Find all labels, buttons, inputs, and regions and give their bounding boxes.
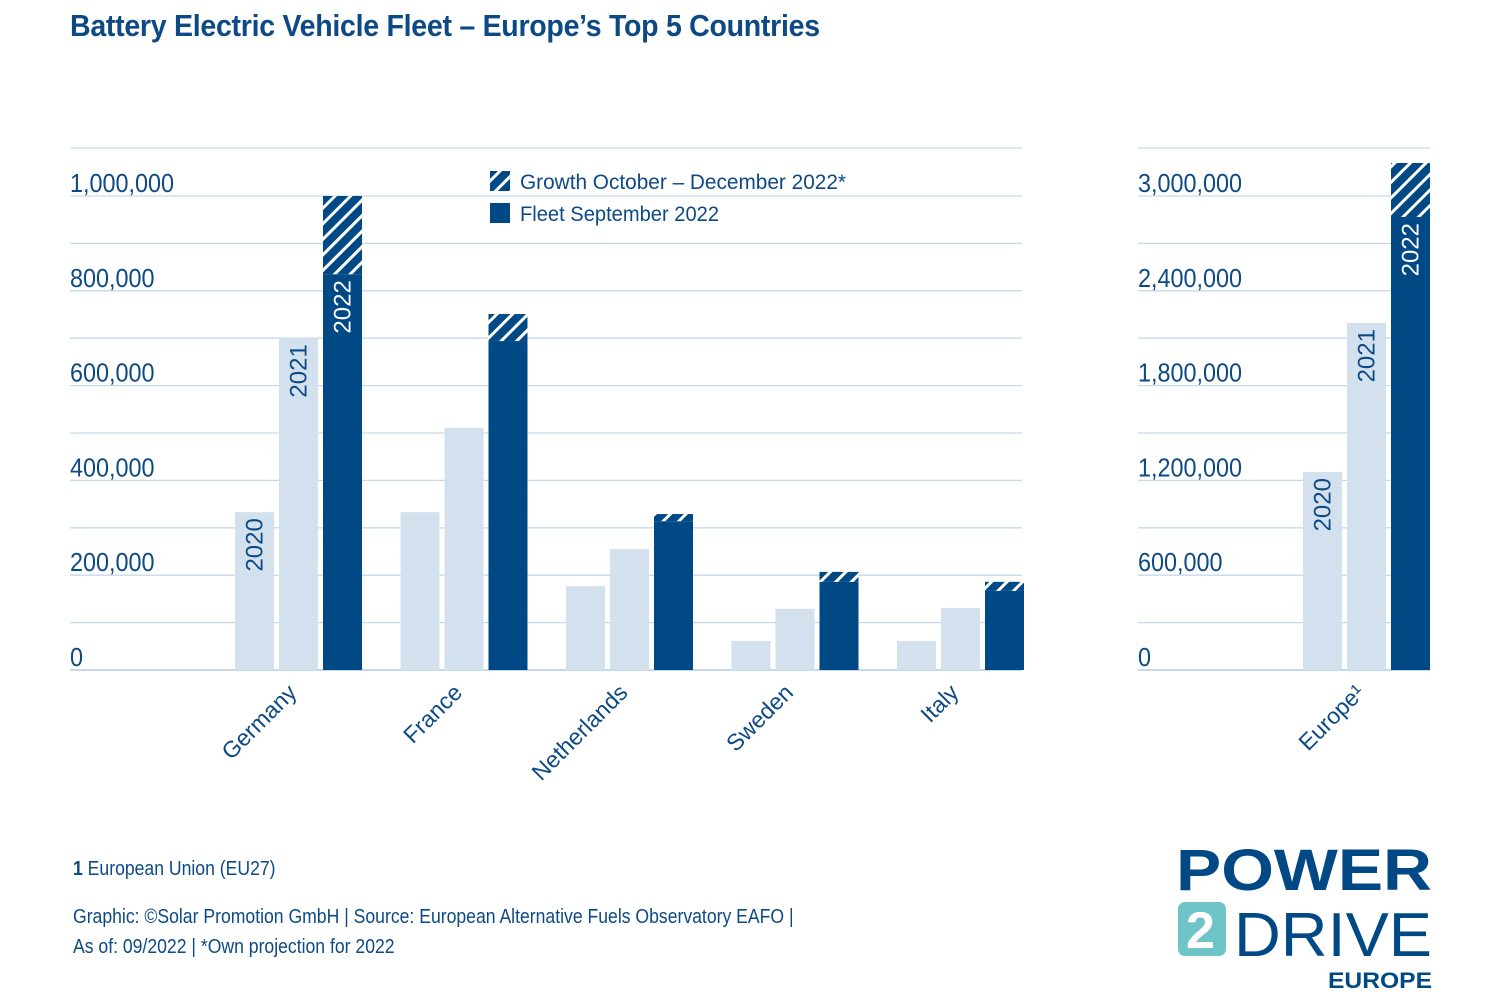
bar-2020	[897, 641, 936, 670]
bar-2022-growth	[488, 314, 528, 342]
bar-2022-fleet	[985, 590, 1024, 670]
bar-2022-fleet	[488, 341, 528, 670]
bar-2020	[1303, 472, 1342, 670]
bar-2022-growth	[1391, 162, 1430, 218]
bar-year-label: 2022	[1398, 223, 1425, 276]
bar-2022-fleet	[1391, 217, 1430, 670]
bar-2022-growth	[654, 514, 693, 522]
legend-label-fleet: Fleet September 2022	[520, 203, 719, 226]
bar-2021	[444, 427, 484, 670]
y-tick-label: 400,000	[70, 454, 155, 482]
source-line-2: As of: 09/2022 | *Own projection for 202…	[73, 936, 395, 958]
bar-2020	[566, 586, 605, 670]
bar-2020	[731, 641, 771, 670]
y-tick-label: 1,200,000	[1138, 454, 1242, 482]
x-category-label: France	[398, 679, 467, 748]
bar-2020	[400, 512, 440, 670]
bar-year-label: 2022	[330, 280, 357, 333]
bar-year-label: 2021	[1354, 329, 1381, 382]
bar-2021	[279, 338, 318, 670]
y-tick-label: 2,400,000	[1138, 265, 1242, 293]
x-category-label: Netherlands	[526, 679, 632, 785]
x-category-label: Sweden	[721, 679, 798, 756]
bar-2022-growth	[323, 196, 362, 275]
y-tick-label: 200,000	[70, 549, 155, 577]
legend-label-growth: Growth October – December 2022*	[520, 171, 846, 194]
bar-year-label: 2020	[1310, 478, 1337, 531]
logo-line-drive: DRIVE	[1234, 901, 1432, 970]
y-tick-label: 0	[70, 644, 83, 672]
bar-2022-growth	[819, 571, 859, 582]
bar-2022-growth	[985, 581, 1024, 591]
grid-right	[1138, 147, 1430, 671]
logo-line-power: POWER	[1176, 842, 1432, 903]
bar-year-label: 2020	[242, 518, 269, 571]
bar-2021	[775, 608, 815, 670]
x-category-label: Germany	[216, 679, 302, 765]
footnote-text: European Union (EU27)	[82, 858, 276, 880]
power2drive-logo: POWER 2 DRIVE EUROPE	[1176, 842, 1432, 992]
footnote-number: 1	[73, 858, 83, 880]
y-tick-label: 3,000,000	[1138, 170, 1242, 198]
chart-title: Battery Electric Vehicle Fleet – Europe’…	[70, 8, 820, 43]
bars-left	[235, 196, 1024, 670]
x-category-label: Italy	[915, 679, 964, 728]
y-tick-label: 1,000,000	[70, 170, 174, 198]
bar-2022-fleet	[654, 521, 693, 670]
y-tick-label: 600,000	[1138, 549, 1223, 577]
footnote: 1 European Union (EU27)	[73, 858, 276, 881]
y-tick-label: 600,000	[70, 360, 155, 388]
grid-left	[70, 147, 1022, 671]
bar-2020	[235, 512, 274, 670]
x-category-label: Europe¹	[1293, 679, 1369, 755]
legend: Growth October – December 2022* Fleet Se…	[490, 171, 846, 226]
logo-line-europe: EUROPE	[1328, 968, 1432, 992]
y-tick-label: 800,000	[70, 265, 155, 293]
logo-badge	[1178, 902, 1226, 956]
logo-digit: 2	[1186, 902, 1215, 960]
bar-2022-fleet	[323, 274, 362, 670]
bar-2021	[610, 549, 649, 670]
source-line-1: Graphic: ©Solar Promotion GmbH | Source:…	[73, 906, 794, 928]
bar-2021	[941, 607, 980, 670]
labels: 0 200,000 400,000 600,000 800,000 1,000,000 20…	[70, 170, 1425, 785]
bars-right	[1303, 162, 1430, 670]
y-tick-label: 0	[1138, 644, 1151, 672]
y-tick-label: 1,800,000	[1138, 360, 1242, 388]
legend-swatch-fleet	[490, 203, 510, 223]
bar-2021	[1347, 323, 1386, 670]
bar-year-label: 2021	[286, 344, 313, 397]
bar-2022-fleet	[819, 581, 859, 670]
legend-swatch-growth	[490, 171, 510, 191]
